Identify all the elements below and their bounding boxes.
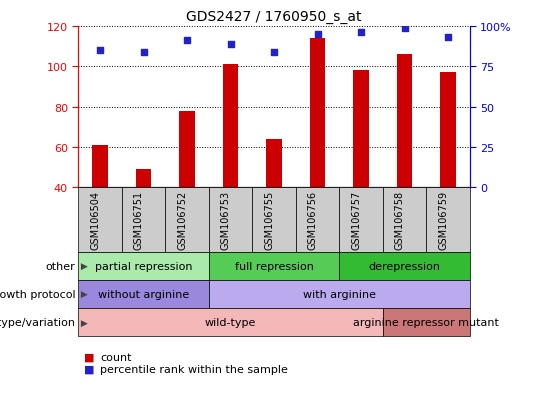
Text: arginine repressor mutant: arginine repressor mutant	[353, 317, 500, 327]
Text: GSM106757: GSM106757	[351, 191, 361, 250]
Text: GSM106759: GSM106759	[438, 191, 448, 250]
Text: GSM106756: GSM106756	[308, 191, 318, 250]
Text: ▶: ▶	[78, 318, 88, 327]
Text: derepression: derepression	[368, 261, 441, 271]
Bar	[92, 146, 107, 188]
Text: with arginine: with arginine	[303, 289, 376, 299]
Text: wild-type: wild-type	[205, 317, 256, 327]
Point	[270, 49, 279, 56]
Text: growth protocol: growth protocol	[0, 289, 76, 299]
Bar	[136, 170, 151, 188]
Bar	[179, 112, 194, 188]
Text: ■: ■	[84, 364, 94, 374]
Bar	[441, 73, 456, 188]
Text: GSM106504: GSM106504	[90, 191, 100, 250]
Text: partial repression: partial repression	[95, 261, 192, 271]
Title: GDS2427 / 1760950_s_at: GDS2427 / 1760950_s_at	[186, 10, 362, 24]
Bar	[266, 140, 282, 188]
Text: GSM106751: GSM106751	[133, 191, 144, 250]
Text: ■: ■	[84, 352, 94, 362]
Point	[183, 38, 191, 45]
Text: ▶: ▶	[78, 261, 88, 271]
Text: GSM106752: GSM106752	[177, 191, 187, 250]
Point	[444, 35, 453, 41]
Point	[226, 41, 235, 48]
Point	[357, 30, 366, 37]
Text: percentile rank within the sample: percentile rank within the sample	[100, 364, 288, 374]
Text: ▶: ▶	[78, 290, 88, 299]
Text: GSM106753: GSM106753	[220, 191, 231, 250]
Text: full repression: full repression	[234, 261, 314, 271]
Point	[139, 49, 148, 56]
Text: count: count	[100, 352, 131, 362]
Point	[313, 32, 322, 38]
Bar	[354, 71, 369, 188]
Bar	[223, 65, 238, 188]
Point	[400, 25, 409, 32]
Bar	[397, 55, 412, 188]
Point	[96, 47, 104, 54]
Text: GSM106758: GSM106758	[395, 191, 404, 250]
Text: other: other	[46, 261, 76, 271]
Text: genotype/variation: genotype/variation	[0, 317, 76, 327]
Text: without arginine: without arginine	[98, 289, 189, 299]
Bar	[310, 39, 325, 188]
Text: GSM106755: GSM106755	[264, 191, 274, 250]
